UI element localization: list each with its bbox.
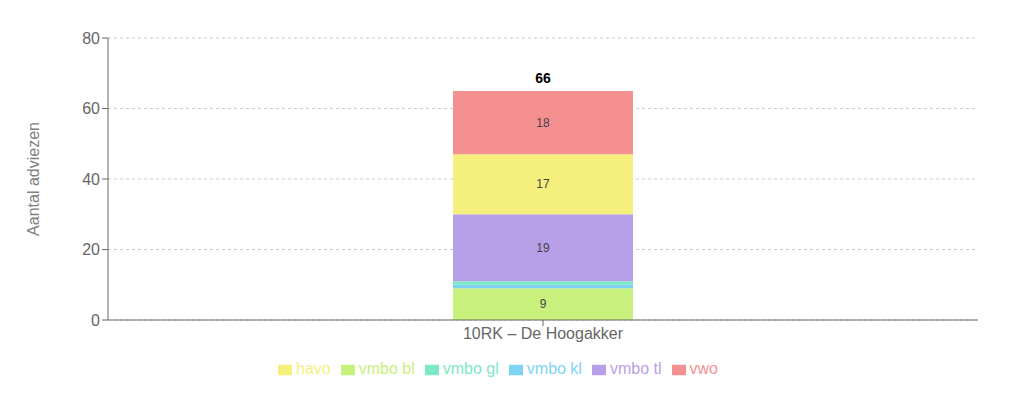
html-text:vmbo gl: vmbo gl	[442, 360, 499, 377]
svg-text:60: 60	[82, 100, 100, 117]
svg-text:18: 18	[536, 116, 550, 130]
html-text:vwo: vwo	[689, 360, 718, 377]
svg-text:19: 19	[536, 241, 550, 255]
html-text:vmbo tl: vmbo tl	[609, 360, 662, 377]
html-text:vmbo kl: vmbo kl	[526, 360, 582, 377]
svg-text:17: 17	[536, 177, 550, 191]
svg-text:10RK – De Hoogakker: 10RK – De Hoogakker	[463, 325, 624, 342]
svg-text:80: 80	[82, 30, 100, 47]
svg-text:40: 40	[82, 171, 100, 188]
svg-text:9: 9	[540, 297, 547, 311]
svg-text:0: 0	[91, 312, 100, 329]
html-text:vmbo bl: vmbo bl	[358, 360, 415, 377]
html-text:havo: havo	[296, 360, 331, 377]
svg-text:20: 20	[82, 241, 100, 258]
svg-text:66: 66	[535, 70, 551, 86]
svg-text:Aantal adviezen: Aantal adviezen	[25, 122, 42, 236]
